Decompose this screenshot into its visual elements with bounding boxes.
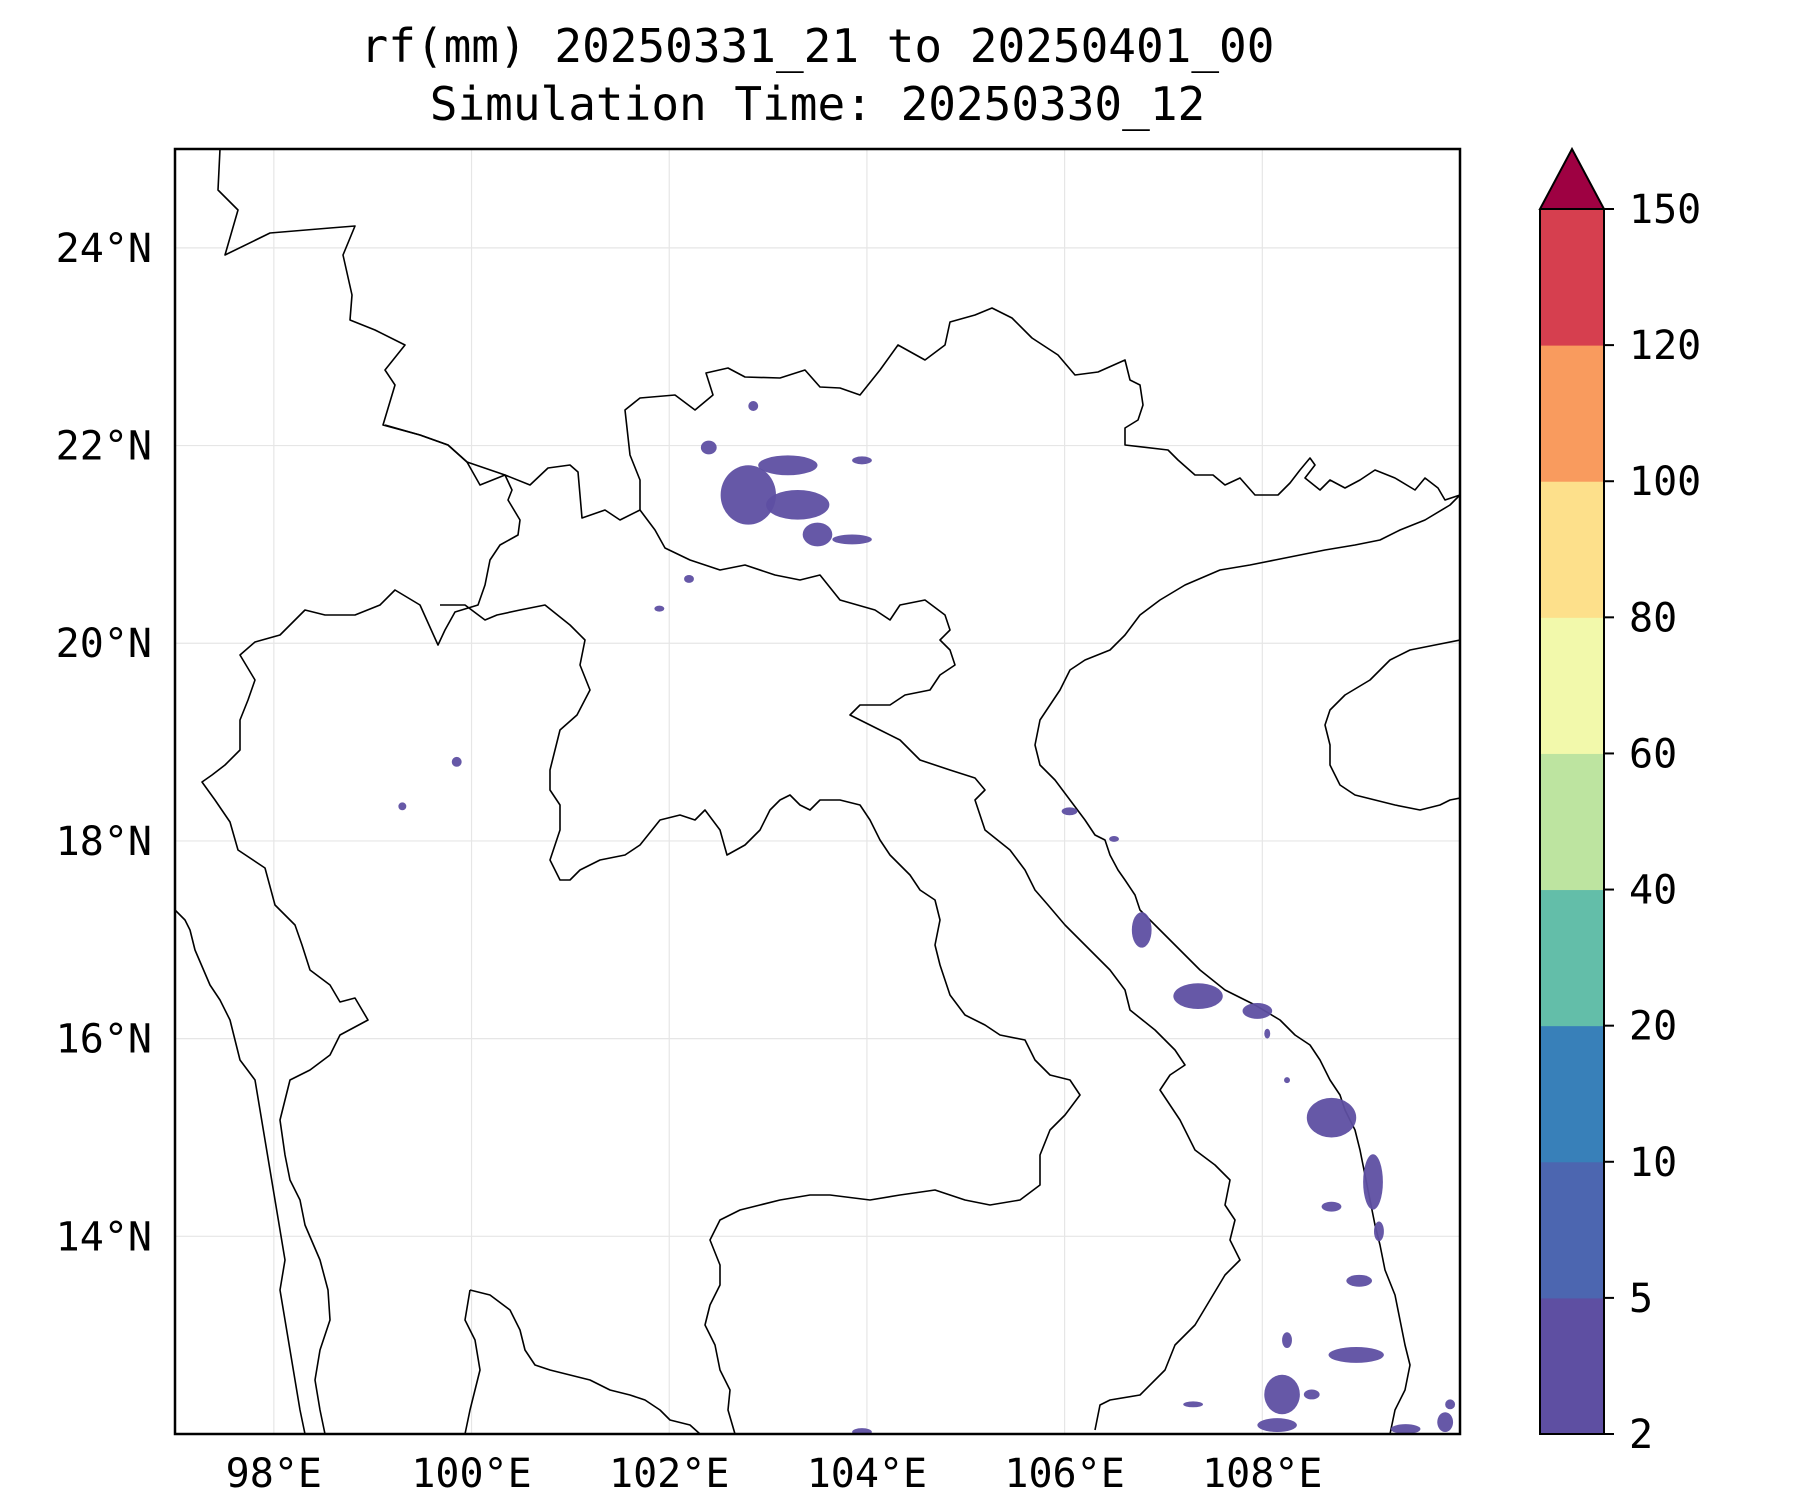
map-gridlines [175,149,1460,1434]
myanmar-border [201,424,521,1434]
rain-patch [1445,1399,1456,1410]
colorbar-segment [1540,345,1604,482]
gulf-thailand-coast [469,1289,701,1434]
rain-patch [748,401,759,411]
rain-patch [1282,1332,1292,1349]
lon-tick-label: 106°E [1004,1451,1124,1497]
myanmar-coast [175,909,306,1434]
colorbar-segment [1540,1161,1604,1299]
colorbar-tick-label: 2 [1629,1412,1653,1458]
colorbar-segment [1540,889,1604,1027]
colorbar-tick-label: 150 [1629,187,1701,233]
rainfall-layer [398,401,1456,1434]
rain-patch [832,534,872,545]
colorbar-tick-label: 40 [1629,868,1677,914]
lat-tick-label: 14°N [56,1214,152,1260]
colorbar-tick-label: 20 [1629,1004,1677,1050]
rain-patch [1321,1201,1342,1212]
boundaries-layer [175,149,1460,1434]
rain-patch [1242,1003,1273,1019]
rain-patch [398,802,407,811]
laos-thailand-border [440,604,1081,1434]
rain-patch [1306,1097,1357,1138]
colorbar-segment [1540,753,1604,891]
rain-patch [758,455,818,476]
rain-patch [700,440,717,455]
hainan-coastline [1324,639,1460,811]
lat-tick-label: 18°N [56,819,152,865]
rain-patch [1346,1274,1373,1287]
colorbar-segment [1540,1297,1604,1435]
rain-patch [1374,1221,1384,1242]
chart-title: rf(mm) 20250331_21 to 20250401_00 [360,19,1275,73]
lon-tick-label: 104°E [807,1451,927,1497]
rain-patch [802,522,833,547]
rain-patch [852,456,872,465]
colorbar-tick-label: 80 [1629,595,1677,641]
chart-subtitle: Simulation Time: 20250330_12 [429,77,1206,131]
colorbar-tick-label: 10 [1629,1140,1677,1186]
lat-tick-label: 16°N [56,1017,152,1063]
rain-patch [1437,1412,1454,1433]
vietnam-coastline [1034,494,1460,1434]
colorbar-segment [1540,617,1604,754]
china-border [217,149,1460,521]
rain-patch [1131,912,1152,948]
rain-patch [451,756,462,767]
lon-tick-label: 98°E [226,1451,322,1497]
rain-patch [1173,983,1223,1009]
colorbar-outline [1539,209,1605,1435]
colorbar-tick-label: 100 [1629,459,1701,505]
rain-patch [1363,1154,1383,1210]
lon-tick-label: 100°E [411,1451,531,1497]
rain-patch [1390,1424,1421,1434]
rain-patch [684,575,694,583]
colorbar-tick-label: 60 [1629,731,1677,777]
latitude-axis: 14°N 16°N 18°N 20°N 22°N 24°N [56,226,152,1260]
rain-patch [852,1428,872,1434]
rain-patch [1109,835,1119,842]
rain-patch [1284,1077,1290,1084]
lat-tick-label: 24°N [56,226,152,272]
rain-patch [720,465,776,525]
rain-patch [1328,1347,1384,1363]
rain-patch [1264,1374,1300,1415]
colorbar: 2 5 10 20 40 60 80 100 120 150 [1538,146,1701,1458]
rain-patch [1061,807,1078,816]
thailand-inner-border [464,1289,481,1434]
colorbar-segment [1540,1025,1604,1163]
rain-patch [1257,1418,1297,1433]
map-frame [173,147,1462,1436]
rain-patch [1264,1028,1271,1039]
rain-patch [766,490,830,520]
lon-tick-label: 102°E [609,1451,729,1497]
lat-tick-label: 20°N [56,621,152,667]
longitude-axis: 98°E 100°E 102°E 104°E 106°E 108°E [226,1451,1323,1497]
colorbar-segment [1540,481,1604,618]
colorbar-tick-label: 120 [1629,323,1701,369]
rain-patch [1303,1389,1320,1400]
colorbar-tick-label: 5 [1629,1276,1653,1322]
lat-tick-label: 22°N [56,424,152,470]
rain-patch [1183,1401,1203,1408]
colorbar-segment [1540,209,1604,346]
rain-patch [654,605,665,612]
colorbar-extend-arrow [1538,146,1606,210]
laos-vietnam-border [639,509,1241,1431]
lon-tick-label: 108°E [1202,1451,1322,1497]
